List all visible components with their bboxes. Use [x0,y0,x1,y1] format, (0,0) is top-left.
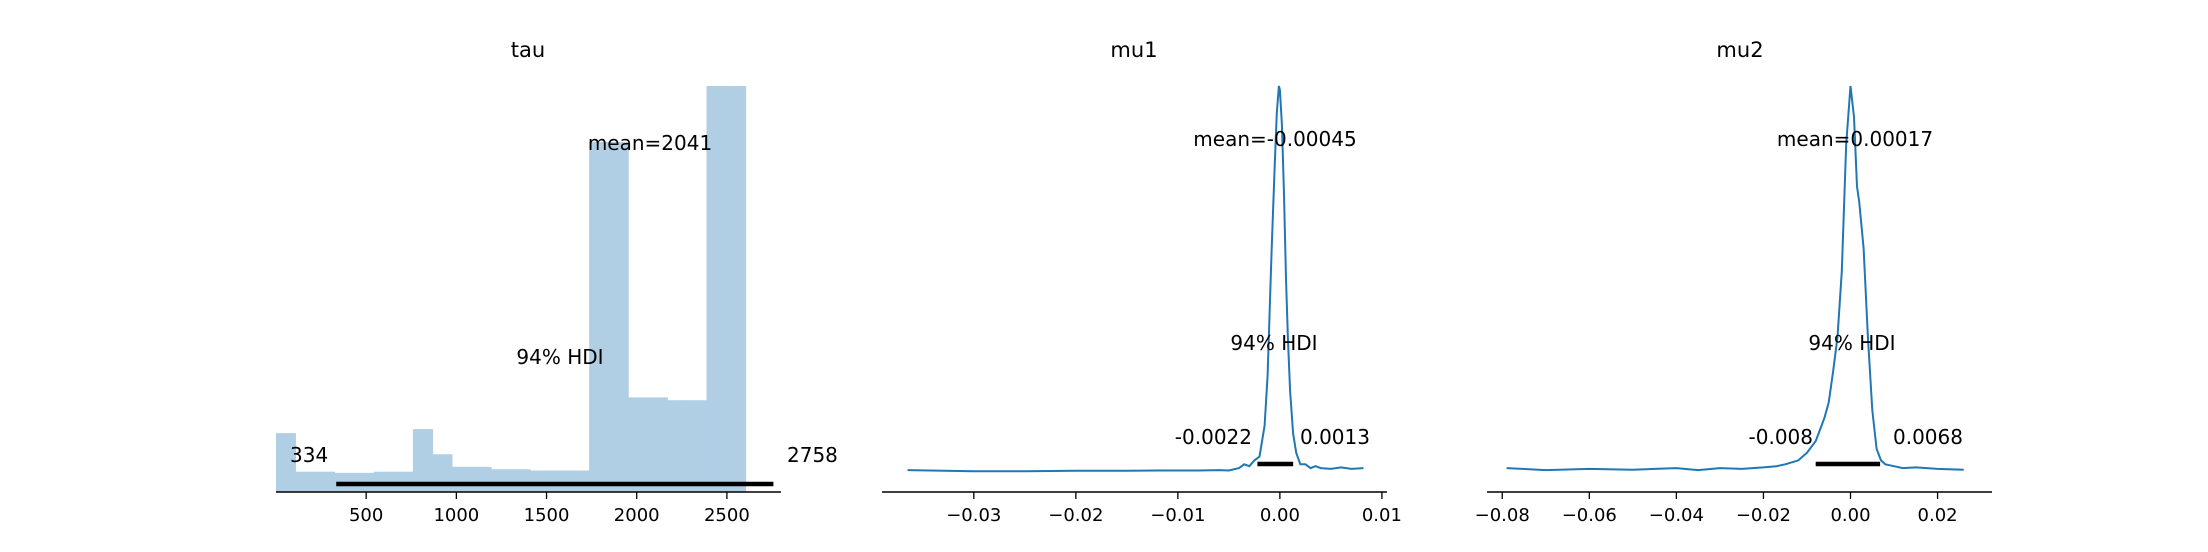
hdi-label: 94% HDI [1808,331,1895,355]
histogram-bar [432,454,453,492]
hdi-high-label: 2758 [787,443,838,467]
x-tick-label: 0.00 [1260,505,1300,526]
histogram-bar [412,429,434,492]
mean-label: mean=-0.00045 [1193,127,1356,151]
x-tick-label: 500 [349,505,383,526]
histogram-bar [491,469,512,492]
hdi-high-label: 0.0068 [1893,425,1963,449]
x-tick-label: 1500 [524,505,570,526]
panel-mu1: mu1 −0.03 −0.02 −0.01 0.00 0.01 -0.0022 0.00… [882,38,1402,526]
chart-title: tau [511,38,545,62]
histogram-bar [686,400,708,492]
histogram-bar [647,397,668,492]
histogram-bar [628,397,649,492]
histogram-bar [667,400,688,492]
chart-title: mu1 [1110,38,1157,62]
hdi-high-label: 0.0013 [1300,425,1370,449]
x-axis-ticks: 500 1000 1500 2000 2500 [349,492,750,526]
histogram-bar [471,466,492,492]
histogram-bar [706,86,727,492]
hdi-low-label: -0.008 [1749,425,1813,449]
hdi-low-label: -0.0022 [1175,425,1252,449]
x-tick-label: 2000 [614,505,660,526]
x-axis-ticks: −0.03 −0.02 −0.01 0.00 0.01 [946,492,1402,526]
density-line [1506,85,1964,472]
x-axis-ticks: −0.08 −0.06 −0.04 −0.02 0.00 0.02 [1475,492,1958,526]
x-tick-label: 1000 [433,505,479,526]
x-tick-label: −0.08 [1475,505,1530,526]
histogram-bar [589,142,610,492]
x-tick-label: 2500 [704,505,750,526]
mean-label: mean=0.00017 [1777,127,1933,151]
histogram-bar [452,466,473,492]
x-tick-label: −0.04 [1649,505,1704,526]
histogram-bar [608,142,629,492]
x-tick-label: −0.02 [1048,505,1103,526]
hdi-low-label: 334 [290,443,328,467]
hdi-label: 94% HDI [516,345,603,369]
histogram-bar [510,469,531,492]
histogram-bar [569,470,590,492]
x-tick-label: 0.02 [1918,505,1958,526]
histogram-bar [315,471,336,492]
density-line [907,85,1364,473]
x-tick-label: 0.00 [1830,505,1870,526]
x-tick-label: −0.02 [1736,505,1791,526]
histogram-bar [276,433,296,492]
histogram-bar [549,470,570,492]
x-tick-label: −0.06 [1562,505,1617,526]
mean-label: mean=2041 [588,131,712,155]
panel-mu2: mu2 −0.08 −0.06 −0.04 −0.02 0.00 0.02 -0.008 … [1475,38,1992,526]
hdi-label: 94% HDI [1230,331,1317,355]
x-tick-label: 0.01 [1362,505,1402,526]
histogram-bar [725,86,747,492]
panel-tau: tau 500 1000 1500 2000 2500 334 2758 94% HDI… [276,38,838,526]
x-tick-label: −0.01 [1150,505,1205,526]
chart-title: mu2 [1716,38,1763,62]
histogram-bars [276,86,747,492]
histogram-bar [295,471,316,492]
histogram-bar [530,470,551,492]
x-tick-label: −0.03 [946,505,1001,526]
